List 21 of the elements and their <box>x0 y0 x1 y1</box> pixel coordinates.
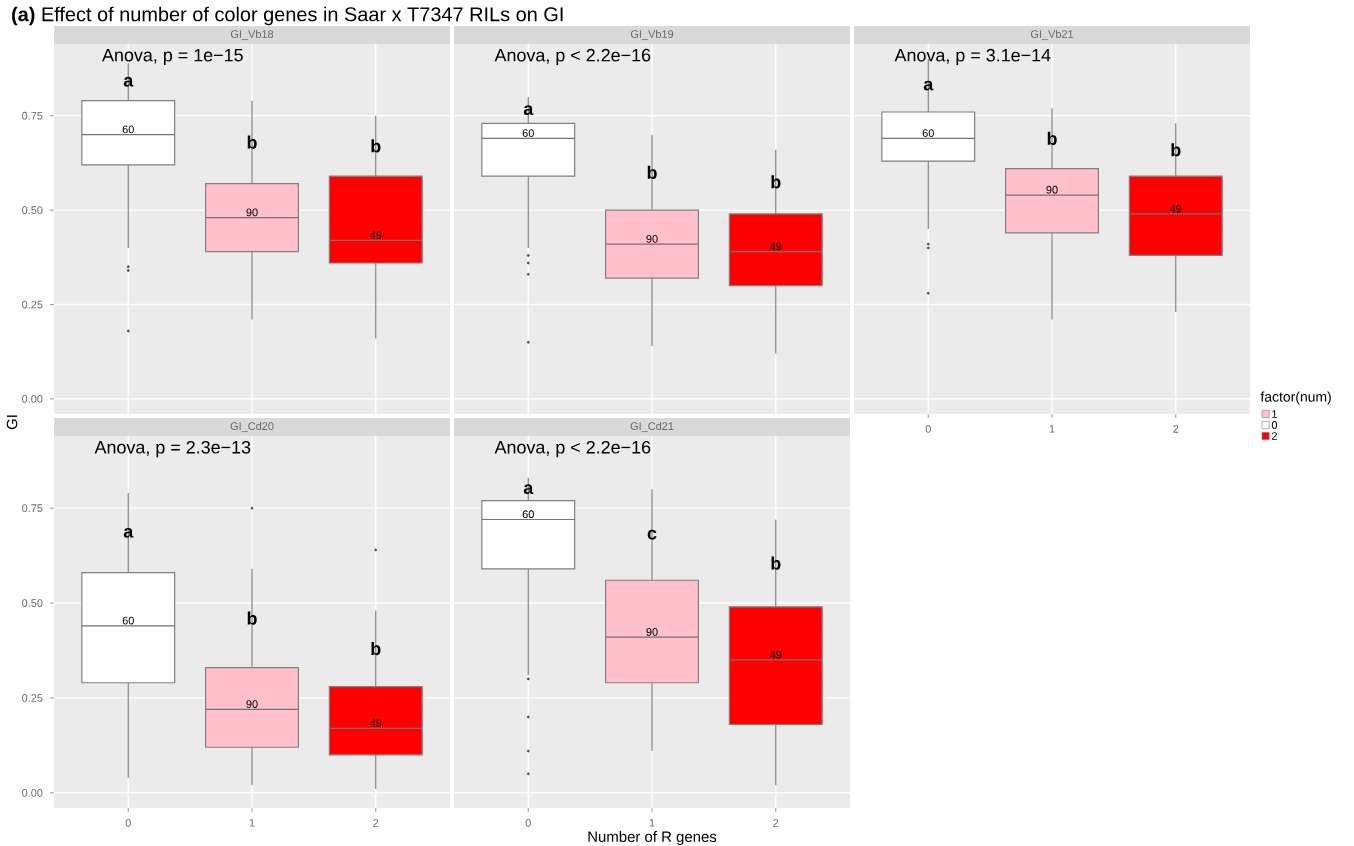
annotation: c <box>647 529 657 540</box>
annotation: b <box>771 556 781 570</box>
annotation: b <box>771 175 781 189</box>
annotation: a <box>523 484 534 495</box>
annotation: b <box>1171 143 1181 157</box>
annotation: a <box>123 76 134 87</box>
annotation: Anova, p = 2.3e−13 <box>94 440 251 458</box>
annotation: b <box>647 165 657 179</box>
annotation: Anova, p < 2.2e−16 <box>494 48 651 66</box>
annotation: Anova, p < 2.2e−16 <box>494 440 651 458</box>
annotation: b <box>247 611 257 625</box>
annotation: b <box>1047 131 1057 145</box>
annotation: Anova, p = 1e−15 <box>102 48 243 65</box>
annotation: b <box>371 139 381 153</box>
chart-subtitle: (a) Effect of number of color genes in Saar x T7347 RILs on GI <box>12 6 563 26</box>
annotation: Anova, p = 3.1e−14 <box>894 48 1051 66</box>
annotation: a <box>123 527 134 538</box>
annotation: b <box>371 641 381 656</box>
annotation: a <box>923 80 934 91</box>
annotation: b <box>247 135 257 149</box>
annotation: a <box>523 105 534 116</box>
